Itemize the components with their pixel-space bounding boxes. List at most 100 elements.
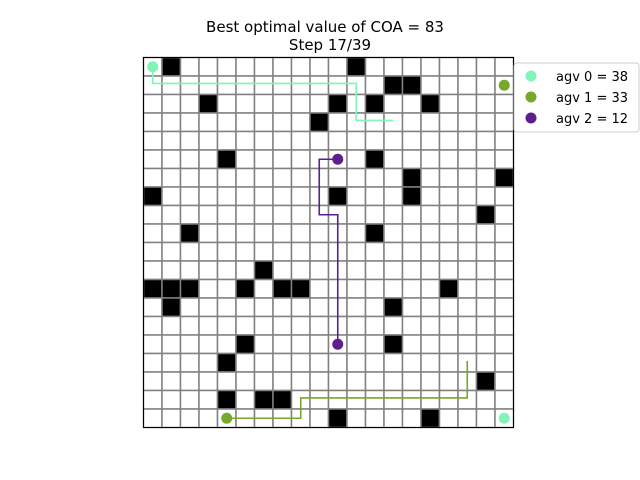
grid-cell bbox=[198, 352, 219, 373]
grid-cell bbox=[198, 167, 219, 188]
grid-cell bbox=[457, 260, 478, 281]
grid-cell bbox=[401, 204, 422, 225]
grid-cell bbox=[235, 389, 256, 410]
grid-cell bbox=[475, 75, 496, 96]
obstacle-cell bbox=[364, 149, 385, 170]
grid-cell bbox=[401, 297, 422, 318]
grid-cell bbox=[161, 352, 182, 373]
grid-cell bbox=[179, 75, 200, 96]
obstacle-cell bbox=[401, 186, 422, 207]
grid-cell bbox=[179, 149, 200, 170]
grid-cell bbox=[198, 130, 219, 151]
grid-cell bbox=[235, 186, 256, 207]
grid-cell bbox=[198, 204, 219, 225]
grid-cell bbox=[494, 260, 515, 281]
grid-cell bbox=[142, 408, 163, 429]
obstacle-cell bbox=[327, 186, 348, 207]
grid-cell bbox=[179, 352, 200, 373]
obstacle-cell bbox=[179, 278, 200, 299]
grid-cell bbox=[235, 352, 256, 373]
obstacle-cell bbox=[235, 278, 256, 299]
grid-cell bbox=[346, 204, 367, 225]
grid-cell bbox=[309, 389, 330, 410]
grid-cell bbox=[475, 408, 496, 429]
legend-marker-agv-2 bbox=[525, 112, 537, 124]
grid-cell bbox=[161, 112, 182, 133]
agv-markers bbox=[147, 61, 510, 424]
grid-cell bbox=[401, 278, 422, 299]
grid-cell bbox=[475, 241, 496, 262]
grid-cell bbox=[290, 204, 311, 225]
grid-cell bbox=[216, 315, 237, 336]
grid-cell bbox=[457, 297, 478, 318]
grid-cell bbox=[179, 204, 200, 225]
grid-cell bbox=[438, 315, 459, 336]
grid-cell bbox=[438, 241, 459, 262]
grid-cell bbox=[383, 130, 404, 151]
grid-cell bbox=[142, 389, 163, 410]
grid-cell bbox=[290, 112, 311, 133]
grid-cell bbox=[438, 149, 459, 170]
grid-cell bbox=[253, 223, 274, 244]
obstacle-cell bbox=[290, 278, 311, 299]
obstacle-cell bbox=[161, 278, 182, 299]
grid-cell bbox=[364, 315, 385, 336]
grid-cell bbox=[290, 186, 311, 207]
grid-cell bbox=[327, 352, 348, 373]
obstacle-cell bbox=[364, 93, 385, 114]
obstacle-cell bbox=[272, 389, 293, 410]
plot-area bbox=[142, 56, 515, 429]
grid-cell bbox=[272, 167, 293, 188]
grid-cell bbox=[346, 352, 367, 373]
grid-cell bbox=[475, 315, 496, 336]
grid-cell bbox=[198, 334, 219, 355]
grid-cell bbox=[420, 56, 441, 77]
grid-cell bbox=[457, 408, 478, 429]
grid-cell bbox=[383, 186, 404, 207]
grid-cell bbox=[253, 241, 274, 262]
grid-cell bbox=[420, 241, 441, 262]
grid-cell bbox=[364, 130, 385, 151]
grid-cell bbox=[198, 56, 219, 77]
grid-cell bbox=[420, 149, 441, 170]
legend-label-agv-1: agv 1 = 33 bbox=[556, 91, 628, 106]
grid-cell bbox=[142, 167, 163, 188]
grid-cell bbox=[309, 93, 330, 114]
obstacle-cell bbox=[272, 278, 293, 299]
grid-cell bbox=[383, 223, 404, 244]
grid-cell bbox=[475, 389, 496, 410]
grid-cell bbox=[290, 352, 311, 373]
grid-cell bbox=[142, 241, 163, 262]
grid-cell bbox=[309, 408, 330, 429]
grid-cell bbox=[216, 334, 237, 355]
grid-cell bbox=[420, 334, 441, 355]
grid-cell bbox=[475, 149, 496, 170]
obstacle-cell bbox=[309, 112, 330, 133]
grid-cell bbox=[457, 334, 478, 355]
grid-cell bbox=[161, 186, 182, 207]
grid-cell bbox=[309, 352, 330, 373]
grid-cell bbox=[327, 75, 348, 96]
grid-cell bbox=[401, 241, 422, 262]
grid-cell bbox=[309, 241, 330, 262]
grid-cell bbox=[161, 223, 182, 244]
grid-cell bbox=[198, 315, 219, 336]
grid-cell bbox=[327, 130, 348, 151]
grid-cell bbox=[309, 297, 330, 318]
grid-cell bbox=[327, 167, 348, 188]
obstacle-cell bbox=[142, 278, 163, 299]
grid-cell bbox=[457, 186, 478, 207]
grid-cell bbox=[401, 56, 422, 77]
grid-cell bbox=[272, 371, 293, 392]
grid-cell bbox=[438, 371, 459, 392]
grid-cell bbox=[235, 260, 256, 281]
grid-cell bbox=[253, 93, 274, 114]
grid-cell bbox=[142, 149, 163, 170]
grid-cell bbox=[457, 223, 478, 244]
grid-cell bbox=[494, 149, 515, 170]
grid-cell bbox=[401, 149, 422, 170]
grid-cell bbox=[161, 371, 182, 392]
grid-cell bbox=[179, 260, 200, 281]
grid-cell bbox=[438, 130, 459, 151]
grid-cell bbox=[346, 278, 367, 299]
